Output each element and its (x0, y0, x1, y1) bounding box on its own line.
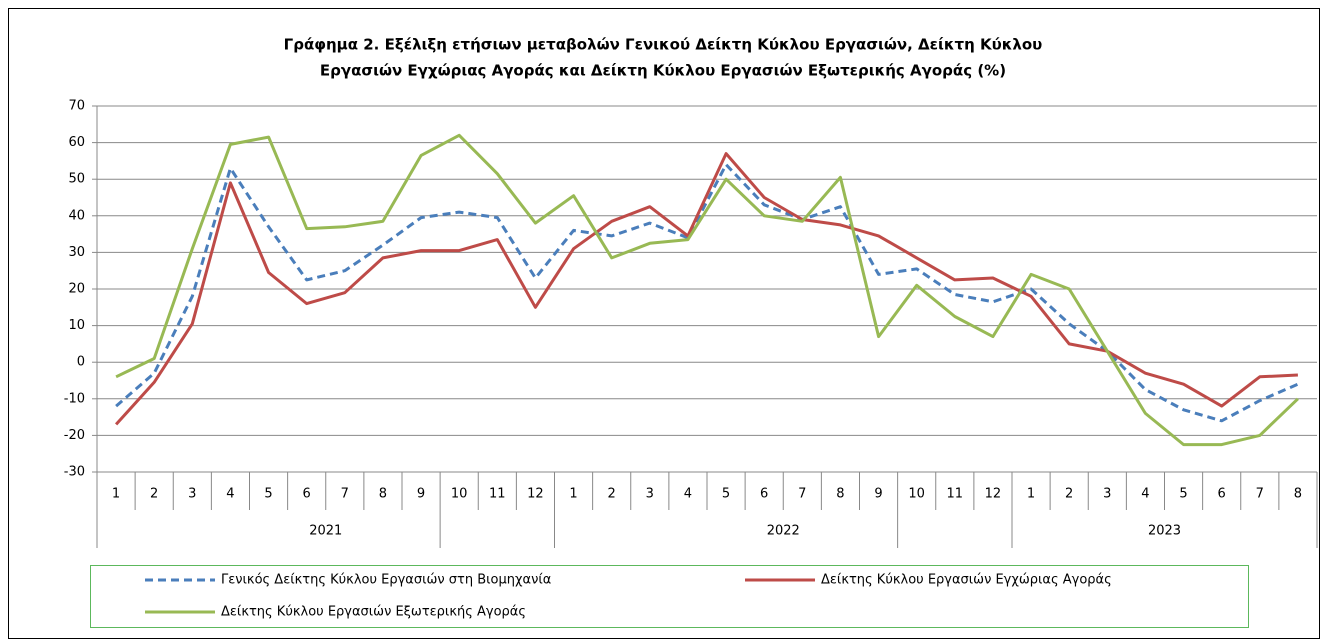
x-tick-label: 6 (303, 487, 311, 502)
x-tick-label: 3 (1103, 487, 1111, 502)
x-tick-label: 8 (1294, 487, 1302, 502)
x-tick-label: 12 (985, 487, 1002, 502)
x-tick-label: 9 (417, 487, 425, 502)
y-tick-label: 40 (68, 208, 85, 223)
x-tick-label: 5 (722, 487, 730, 502)
x-tick-label: 1 (1027, 487, 1035, 502)
x-tick-label: 12 (527, 487, 544, 502)
y-tick-label: 60 (68, 135, 85, 150)
x-tick-label: 8 (379, 487, 387, 502)
x-tick-label: 5 (1179, 487, 1187, 502)
frame (8, 8, 1320, 639)
y-tick-label: 10 (68, 318, 85, 333)
y-tick-label: -10 (64, 391, 85, 406)
x-tick-label: 2 (1065, 487, 1073, 502)
x-tick-label: 7 (1256, 487, 1264, 502)
y-tick-label: 70 (68, 99, 85, 114)
y-tick-label: 50 (68, 172, 85, 187)
chart-title: Γράφημα 2. Εξέλιξη ετήσιων μεταβολών Γεν… (284, 36, 1043, 54)
y-tick-label: -20 (64, 428, 85, 443)
group-label: 2022 (767, 524, 800, 539)
y-tick-label: -30 (64, 465, 85, 480)
x-tick-label: 4 (226, 487, 234, 502)
x-tick-label: 1 (112, 487, 120, 502)
x-tick-label: 4 (1141, 487, 1149, 502)
x-tick-label: 3 (188, 487, 196, 502)
x-tick-label: 7 (798, 487, 806, 502)
group-label: 2021 (309, 524, 342, 539)
x-tick-label: 11 (489, 487, 506, 502)
legend-label: Δείκτης Κύκλου Εργασιών Εξωτερικής Αγορά… (221, 605, 526, 620)
x-tick-label: 6 (1218, 487, 1226, 502)
x-tick-label: 2 (150, 487, 158, 502)
series-line (114, 152, 1298, 426)
series-line (115, 133, 1299, 447)
y-tick-label: 0 (77, 355, 85, 370)
x-tick-label: 8 (836, 487, 844, 502)
x-tick-label: 11 (947, 487, 964, 502)
chart-title: Εργασιών Εγχώριας Αγοράς και Δείκτη Κύκλ… (320, 62, 1006, 80)
x-tick-label: 10 (451, 487, 468, 502)
x-tick-label: 6 (760, 487, 768, 502)
legend-box (90, 565, 1249, 628)
legend-label: Γενικός Δείκτης Κύκλου Εργασιών στη Βιομ… (221, 573, 551, 588)
x-tick-label: 4 (684, 487, 692, 502)
group-label: 2023 (1148, 524, 1181, 539)
x-tick-label: 5 (264, 487, 272, 502)
y-tick-label: 20 (68, 282, 85, 297)
x-tick-label: 2 (608, 487, 616, 502)
legend-label: Δείκτης Κύκλου Εργασιών Εγχώριας Αγοράς (821, 573, 1112, 588)
x-tick-label: 9 (874, 487, 882, 502)
y-tick-label: 30 (68, 245, 85, 260)
x-tick-label: 1 (569, 487, 577, 502)
x-tick-label: 3 (646, 487, 654, 502)
x-tick-label: 7 (341, 487, 349, 502)
series-line (115, 163, 1299, 423)
x-tick-label: 10 (908, 487, 925, 502)
